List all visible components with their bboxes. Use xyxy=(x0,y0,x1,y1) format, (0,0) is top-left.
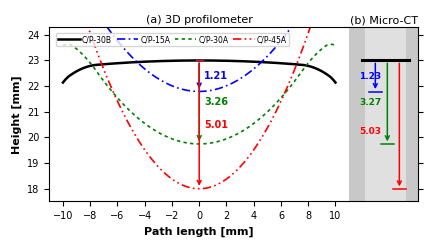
X-axis label: Path length [mm]: Path length [mm] xyxy=(145,226,254,237)
Text: 5.03: 5.03 xyxy=(360,127,381,136)
Y-axis label: Height [mm]: Height [mm] xyxy=(11,75,21,154)
Title: (a) 3D profilometer: (a) 3D profilometer xyxy=(146,15,253,25)
Legend: C/P-30B, C/P-15A, C/P-30A, C/P-45A: C/P-30B, C/P-15A, C/P-30A, C/P-45A xyxy=(56,33,290,46)
Text: 3.27: 3.27 xyxy=(360,98,381,107)
Text: 1.21: 1.21 xyxy=(204,71,228,81)
Title: (b) Micro-CT: (b) Micro-CT xyxy=(350,15,418,25)
Bar xyxy=(366,27,405,201)
Text: 1.23: 1.23 xyxy=(360,72,381,81)
Text: 3.26: 3.26 xyxy=(204,97,228,107)
Text: 5.01: 5.01 xyxy=(204,120,228,130)
